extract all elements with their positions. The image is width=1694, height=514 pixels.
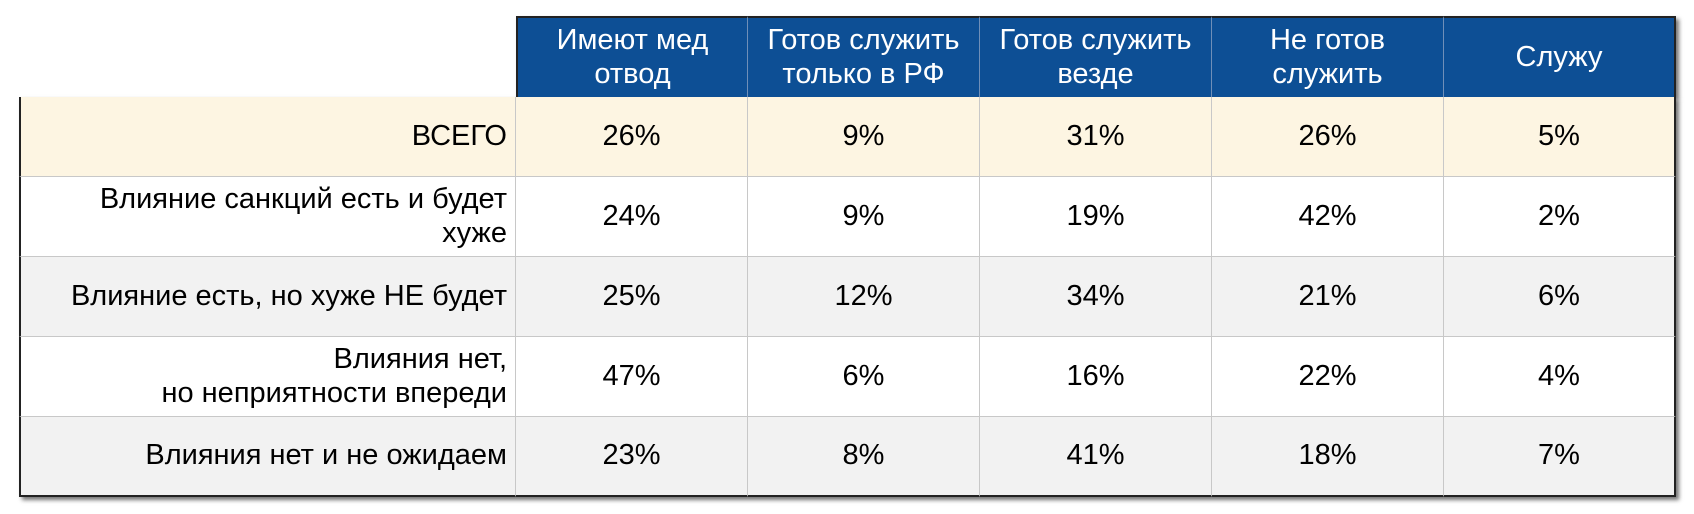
value-cell: 47% [516,337,748,417]
value-cell: 8% [748,417,980,497]
value-cell: 42% [1212,177,1444,257]
value-cell: 34% [980,257,1212,337]
value-cell: 23% [516,417,748,497]
value-cell: 26% [516,97,748,177]
value-cell: 9% [748,177,980,257]
corner-cell [19,16,516,97]
column-header: Служу [1444,16,1676,97]
value-cell: 9% [748,97,980,177]
value-cell: 22% [1212,337,1444,417]
row-label: Влияния нет и не ожидаем [19,417,516,497]
table: Имеют мед отвод Готов служить только в РФ… [19,16,1676,497]
value-cell: 25% [516,257,748,337]
value-cell: 31% [980,97,1212,177]
value-cell: 12% [748,257,980,337]
value-cell: 6% [1444,257,1676,337]
value-cell: 2% [1444,177,1676,257]
value-cell: 41% [980,417,1212,497]
value-cell: 24% [516,177,748,257]
column-header: Готов служить только в РФ [748,16,980,97]
row-label: ВСЕГО [19,97,516,177]
value-cell: 6% [748,337,980,417]
row-label: Влияние санкций есть и будет хуже [19,177,516,257]
value-cell: 21% [1212,257,1444,337]
value-cell: 7% [1444,417,1676,497]
value-cell: 18% [1212,417,1444,497]
value-cell: 5% [1444,97,1676,177]
column-header: Готов служить везде [980,16,1212,97]
column-header: Имеют мед отвод [516,16,748,97]
row-label: Влияния нет, но неприятности впереди [19,337,516,417]
column-header: Не готов служить [1212,16,1444,97]
value-cell: 16% [980,337,1212,417]
value-cell: 26% [1212,97,1444,177]
row-label: Влияние есть, но хуже НЕ будет [19,257,516,337]
value-cell: 4% [1444,337,1676,417]
value-cell: 19% [980,177,1212,257]
